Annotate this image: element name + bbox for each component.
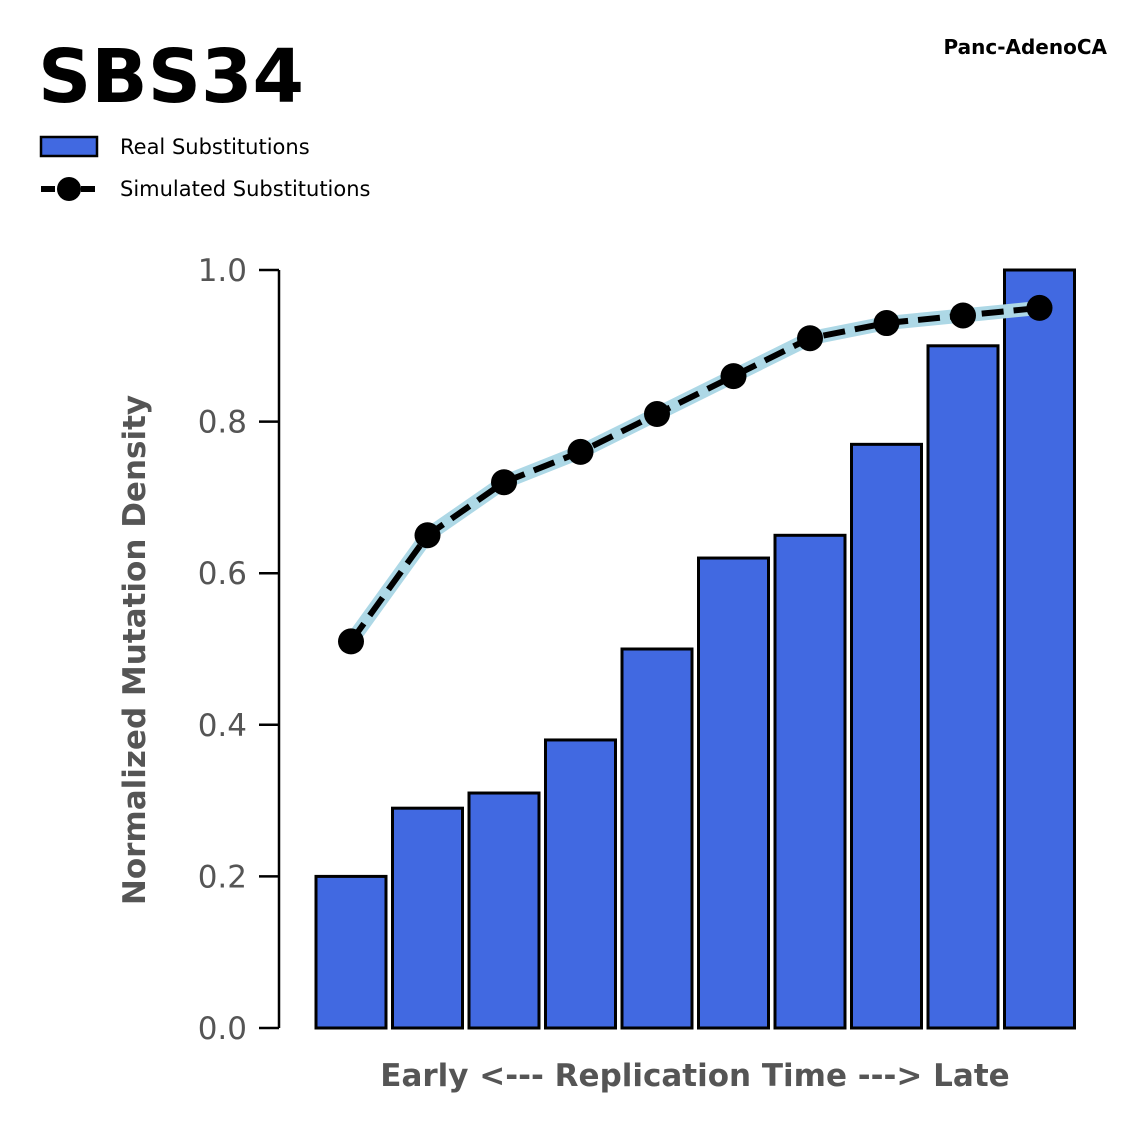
legend-label-real: Real Substitutions <box>120 135 310 159</box>
y-tick-label: 0.2 <box>198 859 247 895</box>
y-axis-label: Normalized Mutation Density <box>117 395 153 905</box>
bar <box>391 806 464 1030</box>
bar <box>850 442 923 1030</box>
bar <box>926 344 1000 1030</box>
simulated-point <box>414 522 441 549</box>
legend-label-simulated: Simulated Substitutions <box>120 177 370 201</box>
simulated-line <box>348 304 1040 644</box>
x-axis-label: Early <--- Replication Time ---> Late <box>380 1058 1009 1094</box>
bar <box>544 738 617 1030</box>
bar <box>467 791 541 1030</box>
bar <box>1003 268 1076 1030</box>
bar <box>620 647 694 1030</box>
simulated-point <box>1026 294 1053 321</box>
simulated-point <box>797 325 823 352</box>
y-axis: 0.0 0.2 0.4 0.6 0.8 1.0 <box>198 253 281 1047</box>
bar <box>773 533 847 1030</box>
y-tick-label: 0.4 <box>198 708 247 744</box>
plot-area <box>314 268 1076 1030</box>
simulated-point <box>491 469 517 496</box>
y-tick-label: 0.8 <box>198 405 247 441</box>
legend-swatch-real <box>39 135 99 158</box>
simulated-point <box>873 310 900 337</box>
legend: Real Substitutions Simulated Substitutio… <box>39 135 370 201</box>
bar <box>314 874 388 1030</box>
bar <box>697 556 770 1030</box>
y-tick-label: 0.0 <box>198 1011 247 1047</box>
y-tick-label: 1.0 <box>198 253 247 289</box>
y-tick-label: 0.6 <box>198 556 247 592</box>
simulated-point <box>950 302 976 329</box>
simulated-point <box>338 628 364 655</box>
chart-title: SBS34 <box>38 34 304 120</box>
legend-swatch-simulated-marker <box>57 177 81 201</box>
simulated-point <box>720 363 747 390</box>
simulated-point <box>567 438 594 465</box>
chart-subtitle: Panc-AdenoCA <box>943 35 1107 59</box>
simulated-point <box>644 401 670 428</box>
